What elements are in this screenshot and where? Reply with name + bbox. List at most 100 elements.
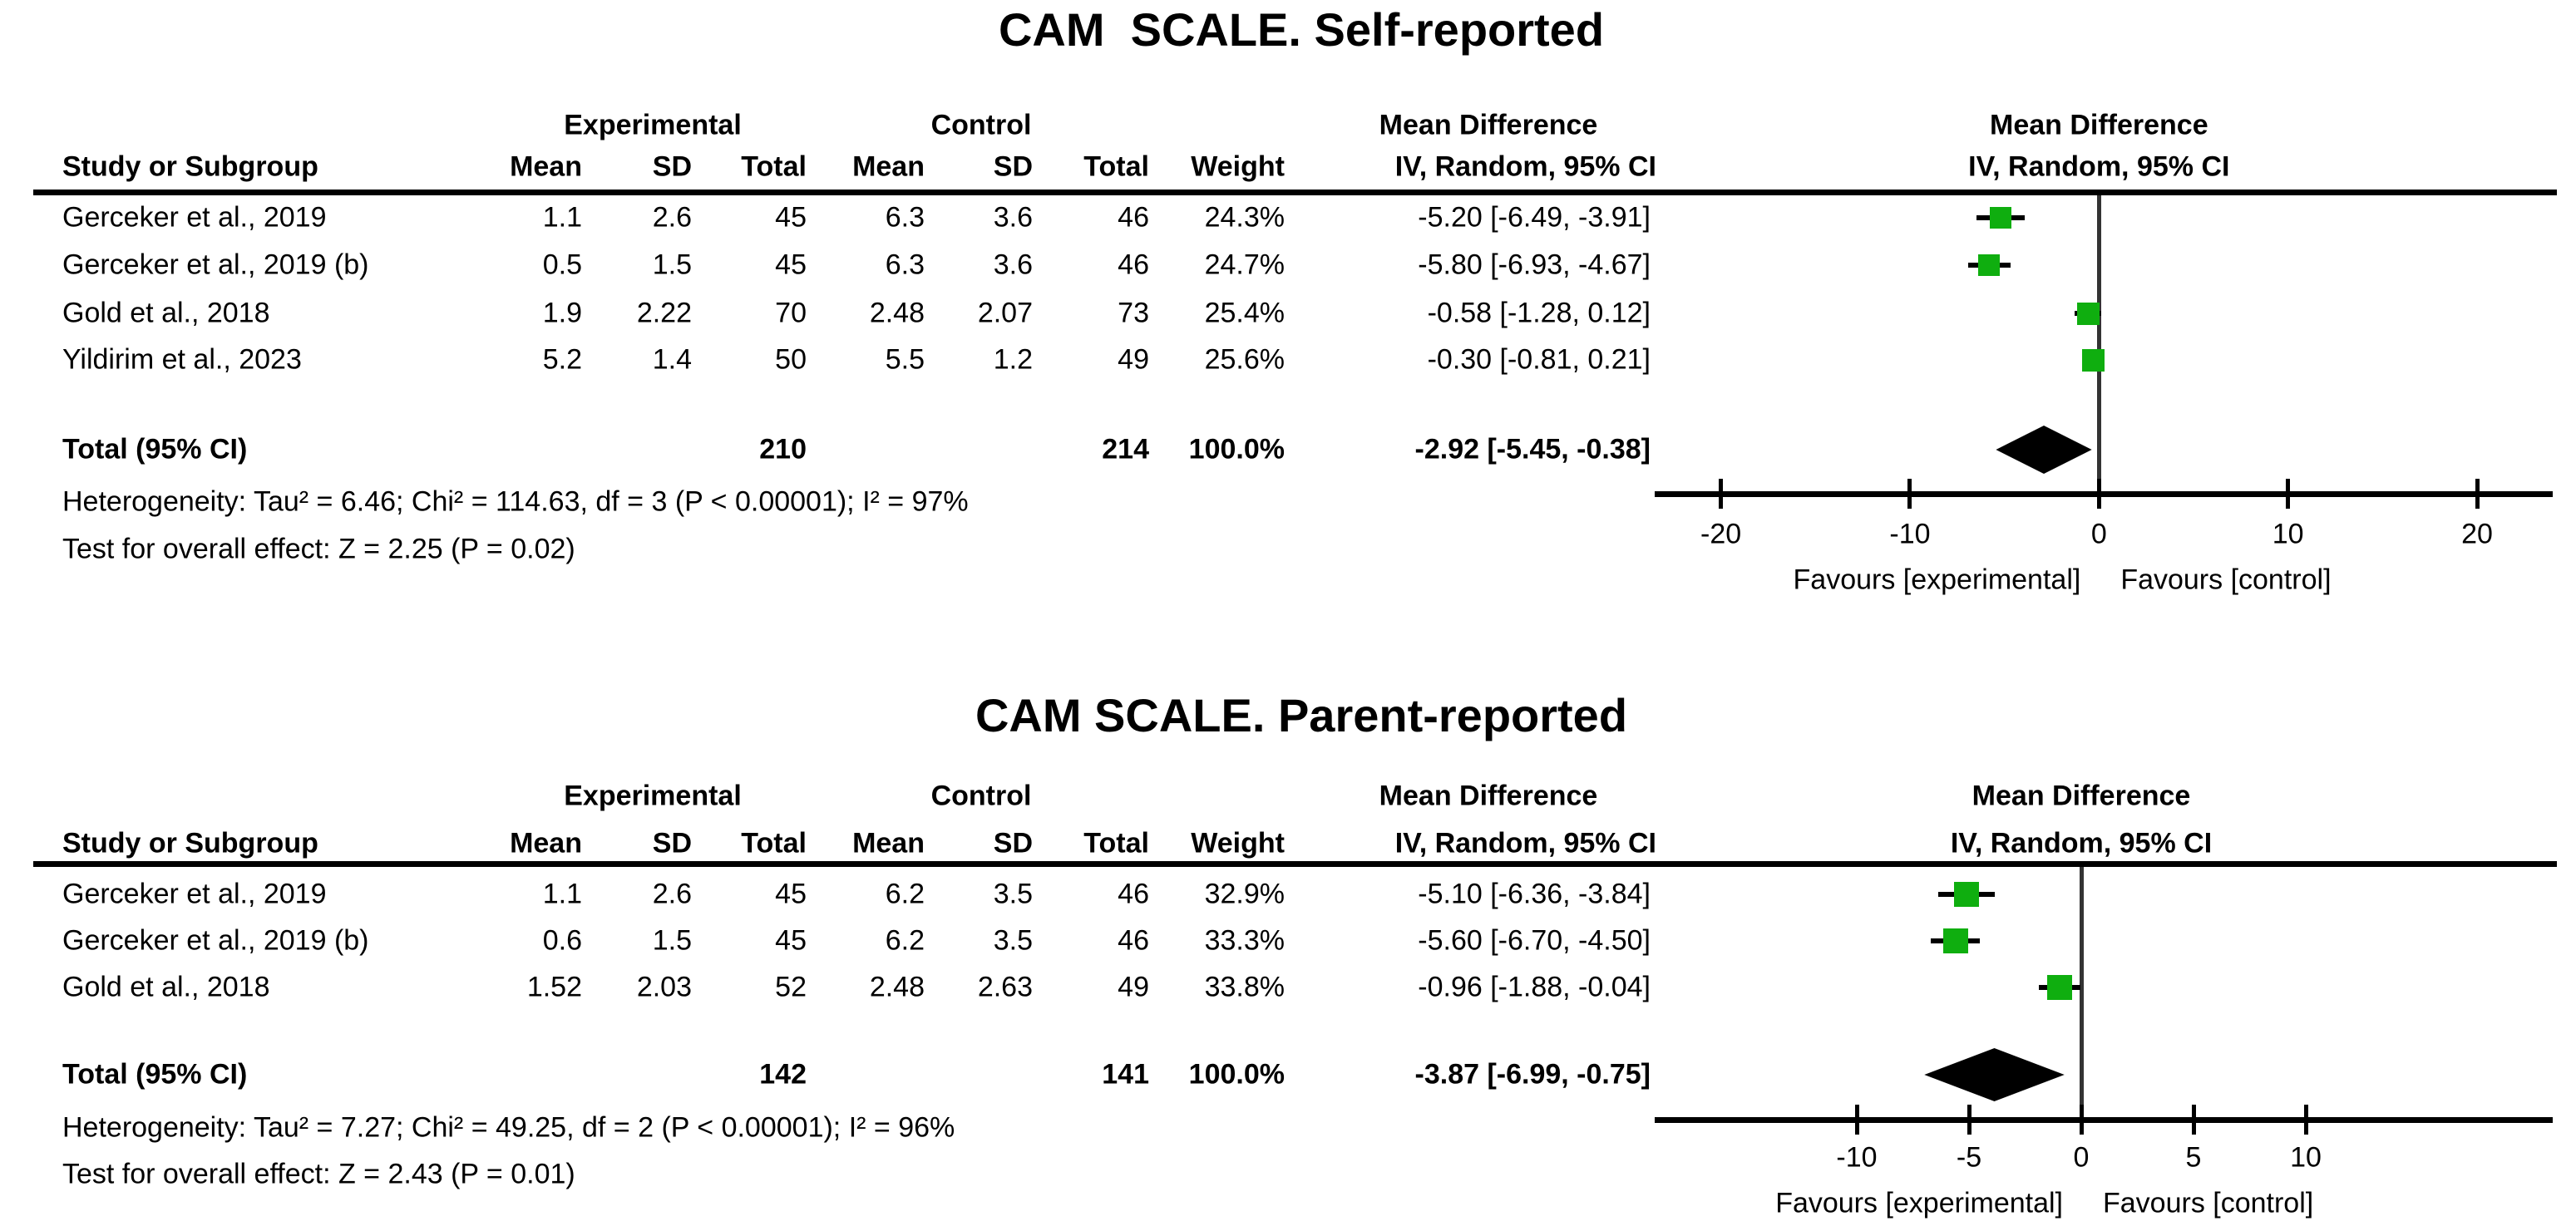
favours-right-label: Favours [control] (2120, 564, 2332, 596)
col-header-mean-exp: Mean (510, 827, 582, 859)
total-ctl-n: 214 (1102, 433, 1149, 465)
study-ctl-total: 46 (1118, 249, 1149, 281)
axis-tick-label: 20 (2461, 518, 2493, 550)
col-header-total-ctl: Total (1083, 827, 1149, 859)
col-header-sd-ctl: SD (993, 827, 1033, 859)
axis-tick (1967, 1105, 1971, 1135)
axis-line (1655, 491, 2553, 497)
study-exp-mean: 1.1 (542, 201, 582, 234)
pooled-diamond (1996, 426, 2092, 474)
study-ctl-total: 73 (1118, 297, 1149, 329)
axis-tick-label: -10 (1836, 1141, 1878, 1174)
study-ctl-sd: 3.6 (993, 201, 1033, 234)
study-exp-sd: 1.4 (652, 343, 692, 376)
study-name: Gerceker et al., 2019 (62, 878, 327, 910)
study-exp-total: 70 (775, 297, 807, 329)
axis-tick (2191, 1105, 2196, 1135)
total-label: Total (95% CI) (62, 1058, 248, 1091)
axis-tick (1907, 479, 1912, 509)
study-exp-sd: 1.5 (652, 924, 692, 957)
study-ci-text: -5.80 [-6.93, -4.67] (1418, 249, 1651, 281)
plot-header-ci: IV, Random, 95% CI (1968, 150, 2230, 183)
axis-tick-label: 10 (2272, 518, 2304, 550)
plot-header-mean-difference: Mean Difference (1989, 109, 2208, 141)
col-header-sd-exp: SD (652, 827, 692, 859)
effect-square (2081, 348, 2105, 372)
favours-right-label: Favours [control] (2103, 1187, 2314, 1219)
study-ctl-mean: 2.48 (869, 971, 925, 1003)
study-ctl-sd: 3.6 (993, 249, 1033, 281)
study-weight: 24.7% (1204, 249, 1285, 281)
pooled-diamond (1924, 1048, 2065, 1101)
study-exp-total: 45 (775, 201, 807, 234)
study-exp-mean: 5.2 (542, 343, 582, 376)
study-ctl-sd: 3.5 (993, 924, 1033, 957)
study-ctl-mean: 5.5 (885, 343, 925, 376)
study-weight: 24.3% (1204, 201, 1285, 234)
axis-tick-label: 5 (2185, 1141, 2202, 1174)
study-weight: 25.6% (1204, 343, 1285, 376)
study-name: Gerceker et al., 2019 (62, 201, 327, 234)
study-exp-sd: 1.5 (652, 249, 692, 281)
effect-square (1990, 207, 2012, 229)
study-name: Yildirim et al., 2023 (62, 343, 302, 376)
col-header-sd-ctl: SD (993, 150, 1033, 183)
study-weight: 33.8% (1204, 971, 1285, 1003)
heterogeneity-text: Heterogeneity: Tau² = 6.46; Chi² = 114.6… (62, 485, 969, 518)
axis-tick (1719, 479, 1724, 509)
zero-line (2079, 867, 2084, 1122)
plot-header-ci: IV, Random, 95% CI (1950, 827, 2213, 859)
col-header-study: Study or Subgroup (62, 827, 318, 859)
axis-tick-label: 10 (2290, 1141, 2322, 1174)
col-header-mean-ctl: Mean (852, 827, 925, 859)
zero-line (2096, 195, 2101, 496)
col-header-weight: Weight (1191, 150, 1285, 183)
col-header-study: Study or Subgroup (62, 150, 318, 183)
header-rule (33, 861, 2557, 867)
study-exp-mean: 1.1 (542, 878, 582, 910)
study-ctl-total: 46 (1118, 924, 1149, 957)
study-exp-mean: 1.9 (542, 297, 582, 329)
study-ctl-sd: 2.07 (977, 297, 1033, 329)
study-ctl-total: 46 (1118, 201, 1149, 234)
col-header-total-exp: Total (741, 150, 807, 183)
overall-effect-text: Test for overall effect: Z = 2.43 (P = 0… (62, 1158, 575, 1190)
col-header-weight: Weight (1191, 827, 1285, 859)
study-ci-text: -5.10 [-6.36, -3.84] (1418, 878, 1651, 910)
col-header-ci: IV, Random, 95% CI (1394, 827, 1656, 859)
study-exp-sd: 2.6 (652, 201, 692, 234)
study-exp-total: 52 (775, 971, 807, 1003)
col-header-mean-exp: Mean (510, 150, 582, 183)
col-header-ci: IV, Random, 95% CI (1394, 150, 1656, 183)
figure-title: CAM SCALE. Self-reported (998, 3, 1605, 57)
total-exp-n: 142 (759, 1058, 807, 1091)
col-group-mean-difference: Mean Difference (1379, 780, 1598, 812)
study-exp-mean: 0.5 (542, 249, 582, 281)
col-group-experimental: Experimental (564, 780, 742, 812)
study-exp-total: 45 (775, 878, 807, 910)
plot-header-mean-difference: Mean Difference (1971, 780, 2191, 812)
study-weight: 32.9% (1204, 878, 1285, 910)
study-exp-sd: 2.22 (636, 297, 692, 329)
study-name: Gerceker et al., 2019 (b) (62, 924, 369, 957)
study-exp-mean: 1.52 (526, 971, 582, 1003)
axis-line (1655, 1117, 2553, 1123)
effect-square (1978, 254, 2001, 276)
total-ci-text: -3.87 [-6.99, -0.75] (1414, 1058, 1651, 1091)
study-ci-text: -0.96 [-1.88, -0.04] (1418, 971, 1651, 1003)
study-ci-text: -0.30 [-0.81, 0.21] (1427, 343, 1651, 376)
favours-left-label: Favours [experimental] (1775, 1187, 2063, 1219)
header-rule (33, 190, 2557, 195)
favours-left-label: Favours [experimental] (1793, 564, 2081, 596)
axis-tick (2303, 1105, 2308, 1135)
axis-tick-label: 0 (2090, 518, 2107, 550)
effect-square (1954, 882, 1980, 907)
axis-tick (2096, 479, 2101, 509)
axis-tick (2079, 1105, 2084, 1135)
study-ctl-total: 49 (1118, 971, 1149, 1003)
study-ctl-sd: 1.2 (993, 343, 1033, 376)
axis-tick-label: -10 (1889, 518, 1931, 550)
total-exp-n: 210 (759, 433, 807, 465)
study-ctl-sd: 3.5 (993, 878, 1033, 910)
figure-title: CAM SCALE. Parent-reported (975, 689, 1628, 742)
